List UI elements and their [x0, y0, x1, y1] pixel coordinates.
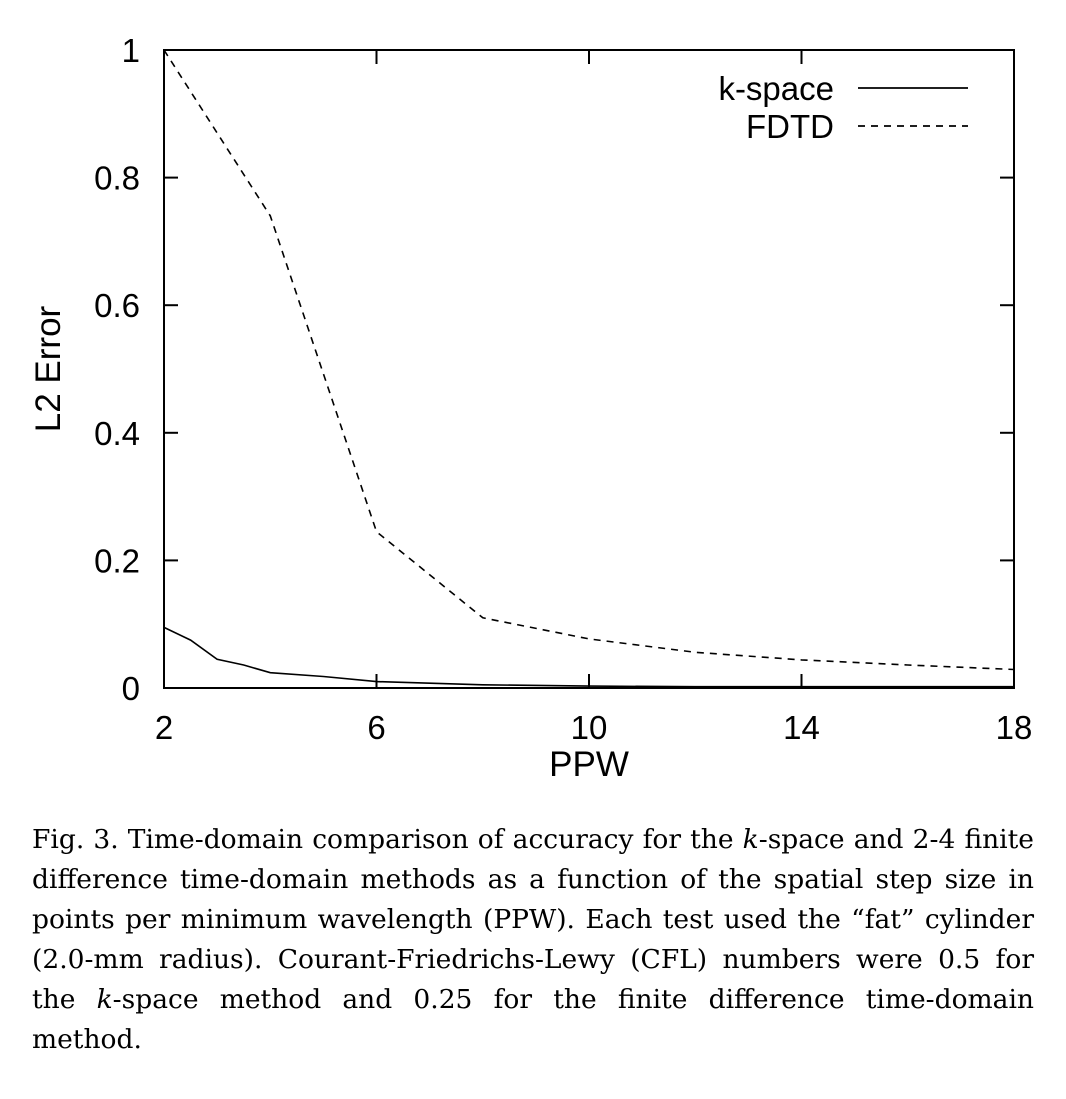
y-tick-label: 1	[122, 32, 140, 69]
series-line-fdtd	[163, 49, 1015, 671]
y-tick-label: 0.8	[94, 160, 140, 197]
x-tick-label: 2	[155, 709, 173, 746]
x-tick-label: 14	[783, 709, 820, 746]
legend-label: k-space	[718, 70, 834, 107]
y-axis-title: L2 Error	[29, 305, 68, 432]
figure: 2 6 10 14 18 0 0.2 0.4 0.6 0.8 1 k-space FDTD PPW L…	[29, 32, 1032, 784]
axis-tick-labels: 2 6 10 14 18 0 0.2 0.4 0.6 0.8 1	[94, 32, 1032, 746]
caption-math-k: k	[96, 984, 113, 1015]
legend-label: FDTD	[746, 108, 834, 145]
caption-text-start: Fig. 3. Time-domain comparison of accura…	[32, 824, 743, 855]
y-tick-label: 0.2	[94, 542, 140, 579]
x-tick-label: 18	[996, 709, 1033, 746]
series-lines	[163, 49, 1015, 688]
plot-frame	[163, 49, 1015, 689]
figure-caption: Fig. 3. Time-domain comparison of accura…	[32, 820, 1034, 1060]
y-tick-label: 0	[122, 670, 140, 707]
axis-ticks	[163, 49, 1015, 689]
caption-text-middle: -space and 2-4 finite difference time-do…	[32, 824, 1034, 1015]
series-line-k-space	[163, 626, 1014, 688]
caption-math-k: k	[742, 824, 759, 855]
x-axis-title: PPW	[549, 745, 629, 784]
caption-text-end: -space method and 0.25 for the finite di…	[32, 984, 1034, 1055]
x-tick-label: 6	[367, 709, 385, 746]
y-tick-label: 0.6	[94, 287, 140, 324]
y-tick-label: 0.4	[94, 415, 140, 452]
x-tick-label: 10	[571, 709, 608, 746]
